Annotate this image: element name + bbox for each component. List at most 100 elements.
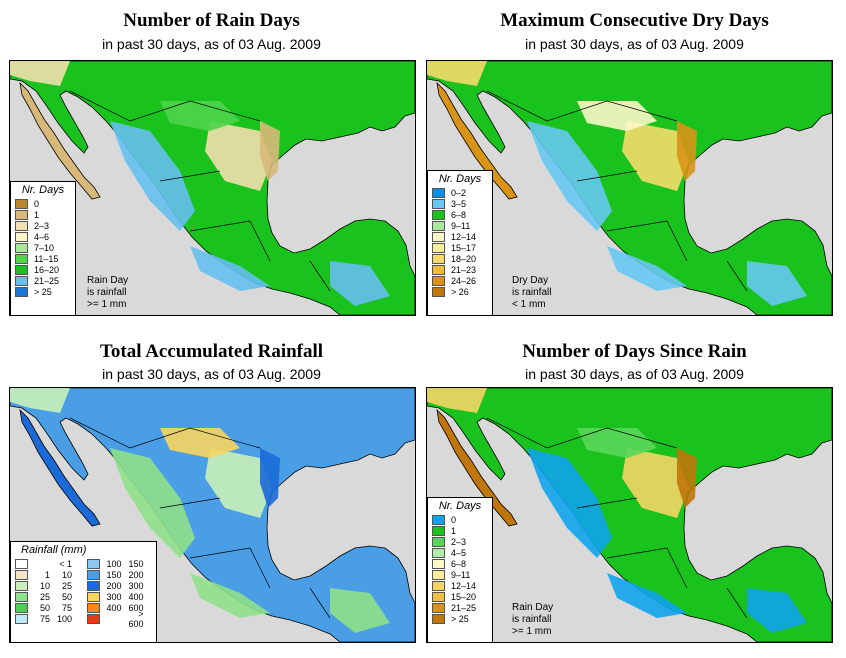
legend-label: 6–8: [451, 558, 467, 569]
map-dry-days: Nr. Days 0–2 3–5 6–8 9–11 12–14 15–17 18–20 21–…: [426, 60, 833, 316]
note-line: Rain Day: [87, 275, 129, 286]
legend-swatch: [432, 242, 445, 253]
panel-title: Number of Days Since Rain: [522, 341, 747, 362]
legend-swatch: [432, 580, 445, 591]
legend-swatch: [432, 286, 445, 297]
legend-item: 10 25: [15, 580, 81, 591]
land-area: [10, 388, 70, 413]
note-line: >= 1 mm: [512, 626, 552, 637]
legend-swatch: [15, 286, 28, 297]
legend: Nr. Days 0 1 2–3 4–5 6–8 9–11 12–14 15–20 21–25 >…: [427, 497, 493, 642]
legend-range-high: 10: [61, 569, 72, 580]
panel-subtitle: in past 30 days, as of 03 Aug. 2009: [525, 36, 744, 52]
legend-swatch: [432, 198, 445, 209]
land-area: [436, 81, 518, 200]
map-svg: [10, 388, 415, 642]
legend-item: 25 50: [15, 591, 81, 602]
legend-item: 12–14: [428, 231, 492, 242]
legend-swatch: [15, 264, 28, 275]
legend-item: 21–23: [428, 264, 492, 275]
legend-item: 0: [428, 514, 492, 525]
legend-range-low: 25: [39, 591, 50, 602]
legend-swatch: [86, 580, 100, 591]
legend-item: 2–3: [428, 536, 492, 547]
land-area: [747, 261, 807, 306]
legend-label: 11–15: [34, 253, 59, 264]
legend-swatch: [15, 591, 28, 602]
legend-label: 7–10: [34, 242, 55, 253]
legend: Nr. Days 0–2 3–5 6–8 9–11 12–14 15–17 18–20 21–…: [427, 170, 493, 315]
legend-range-low: 300: [106, 591, 122, 602]
panel-subtitle: in past 30 days, as of 03 Aug. 2009: [102, 36, 321, 52]
legend-item: 21–25: [11, 275, 75, 286]
legend-swatch: [15, 220, 28, 231]
legend-range-high: 25: [61, 580, 72, 591]
legend-item: < 1: [15, 558, 81, 569]
note-line: Rain Day: [512, 602, 554, 613]
legend-range-low: 1: [44, 569, 50, 580]
legend-swatch: [15, 198, 28, 209]
land-area: [577, 428, 657, 458]
legend-swatch: [432, 558, 445, 569]
legend-swatch: [15, 580, 28, 591]
land-area: [677, 121, 697, 181]
legend-swatch: [432, 275, 445, 286]
land-area: [190, 573, 270, 618]
legend-item: 9–11: [428, 569, 492, 580]
legend-swatch: [15, 231, 28, 242]
legend-item: 1 10: [15, 569, 81, 580]
land-area: [427, 388, 832, 642]
legend-label: > 26: [451, 286, 469, 297]
legend-range-high: 300: [128, 580, 144, 591]
note: Dry Day is rainfall < 1 mm: [512, 275, 551, 311]
panel-rain-days: Number of Rain Days in past 30 days, as …: [0, 0, 423, 329]
note-line: < 1 mm: [512, 299, 546, 310]
legend-range-low: 75: [39, 613, 50, 624]
legend-swatch: [86, 613, 100, 624]
note: Rain Day is rainfall >= 1 mm: [87, 275, 128, 311]
legend-swatch: [86, 569, 100, 580]
panel-title: Total Accumulated Rainfall: [99, 341, 324, 362]
map-total-rainfall: Rainfall (mm) < 1 1 10 10 25 25 50 50 75 75 100 10…: [9, 387, 416, 643]
land-area: [205, 121, 272, 191]
land-area: [19, 81, 101, 200]
legend-label: 15–20: [451, 591, 477, 602]
land-area: [747, 588, 807, 633]
border-lines: [69, 417, 331, 619]
legend-label: 12–14: [451, 231, 477, 242]
land-area: [260, 448, 280, 508]
legend-item: 50 75: [15, 602, 81, 613]
legend-label: 4–6: [34, 231, 50, 242]
note-line: is rainfall: [87, 287, 127, 298]
legend-item: 100 150: [86, 558, 153, 569]
legend-range-low: 50: [39, 602, 50, 613]
map-svg: [10, 61, 415, 315]
legend-label: 0: [34, 198, 40, 209]
legend-item: 7–10: [11, 242, 75, 253]
map-svg: [427, 61, 832, 315]
legend-item: 24–26: [428, 275, 492, 286]
legend-item: 200 300: [86, 580, 153, 591]
legend-range-high: 400: [128, 591, 144, 602]
legend-swatch: [15, 209, 28, 220]
legend-item: 15–17: [428, 242, 492, 253]
legend-label: 12–14: [451, 580, 477, 591]
legend-label: 15–17: [451, 242, 477, 253]
legend-label: > 25: [34, 286, 52, 297]
land-area: [190, 246, 270, 291]
legend-item: 0–2: [428, 187, 492, 198]
legend-swatch: [432, 220, 445, 231]
legend-swatch: [432, 602, 445, 613]
legend-label: 21–23: [451, 264, 477, 275]
legend-range-high: < 1: [59, 558, 72, 569]
legend-item: 11–15: [11, 253, 75, 264]
legend-swatch: [432, 536, 445, 547]
legend-swatch: [15, 242, 28, 253]
legend-swatch: [432, 514, 445, 525]
legend-range-high: 600: [128, 602, 144, 613]
land-area: [622, 121, 689, 191]
legend-label: 0: [451, 514, 457, 525]
border-lines: [69, 90, 331, 292]
legend-item: 75 100: [15, 613, 81, 624]
panel-subtitle: in past 30 days, as of 03 Aug. 2009: [102, 366, 321, 382]
